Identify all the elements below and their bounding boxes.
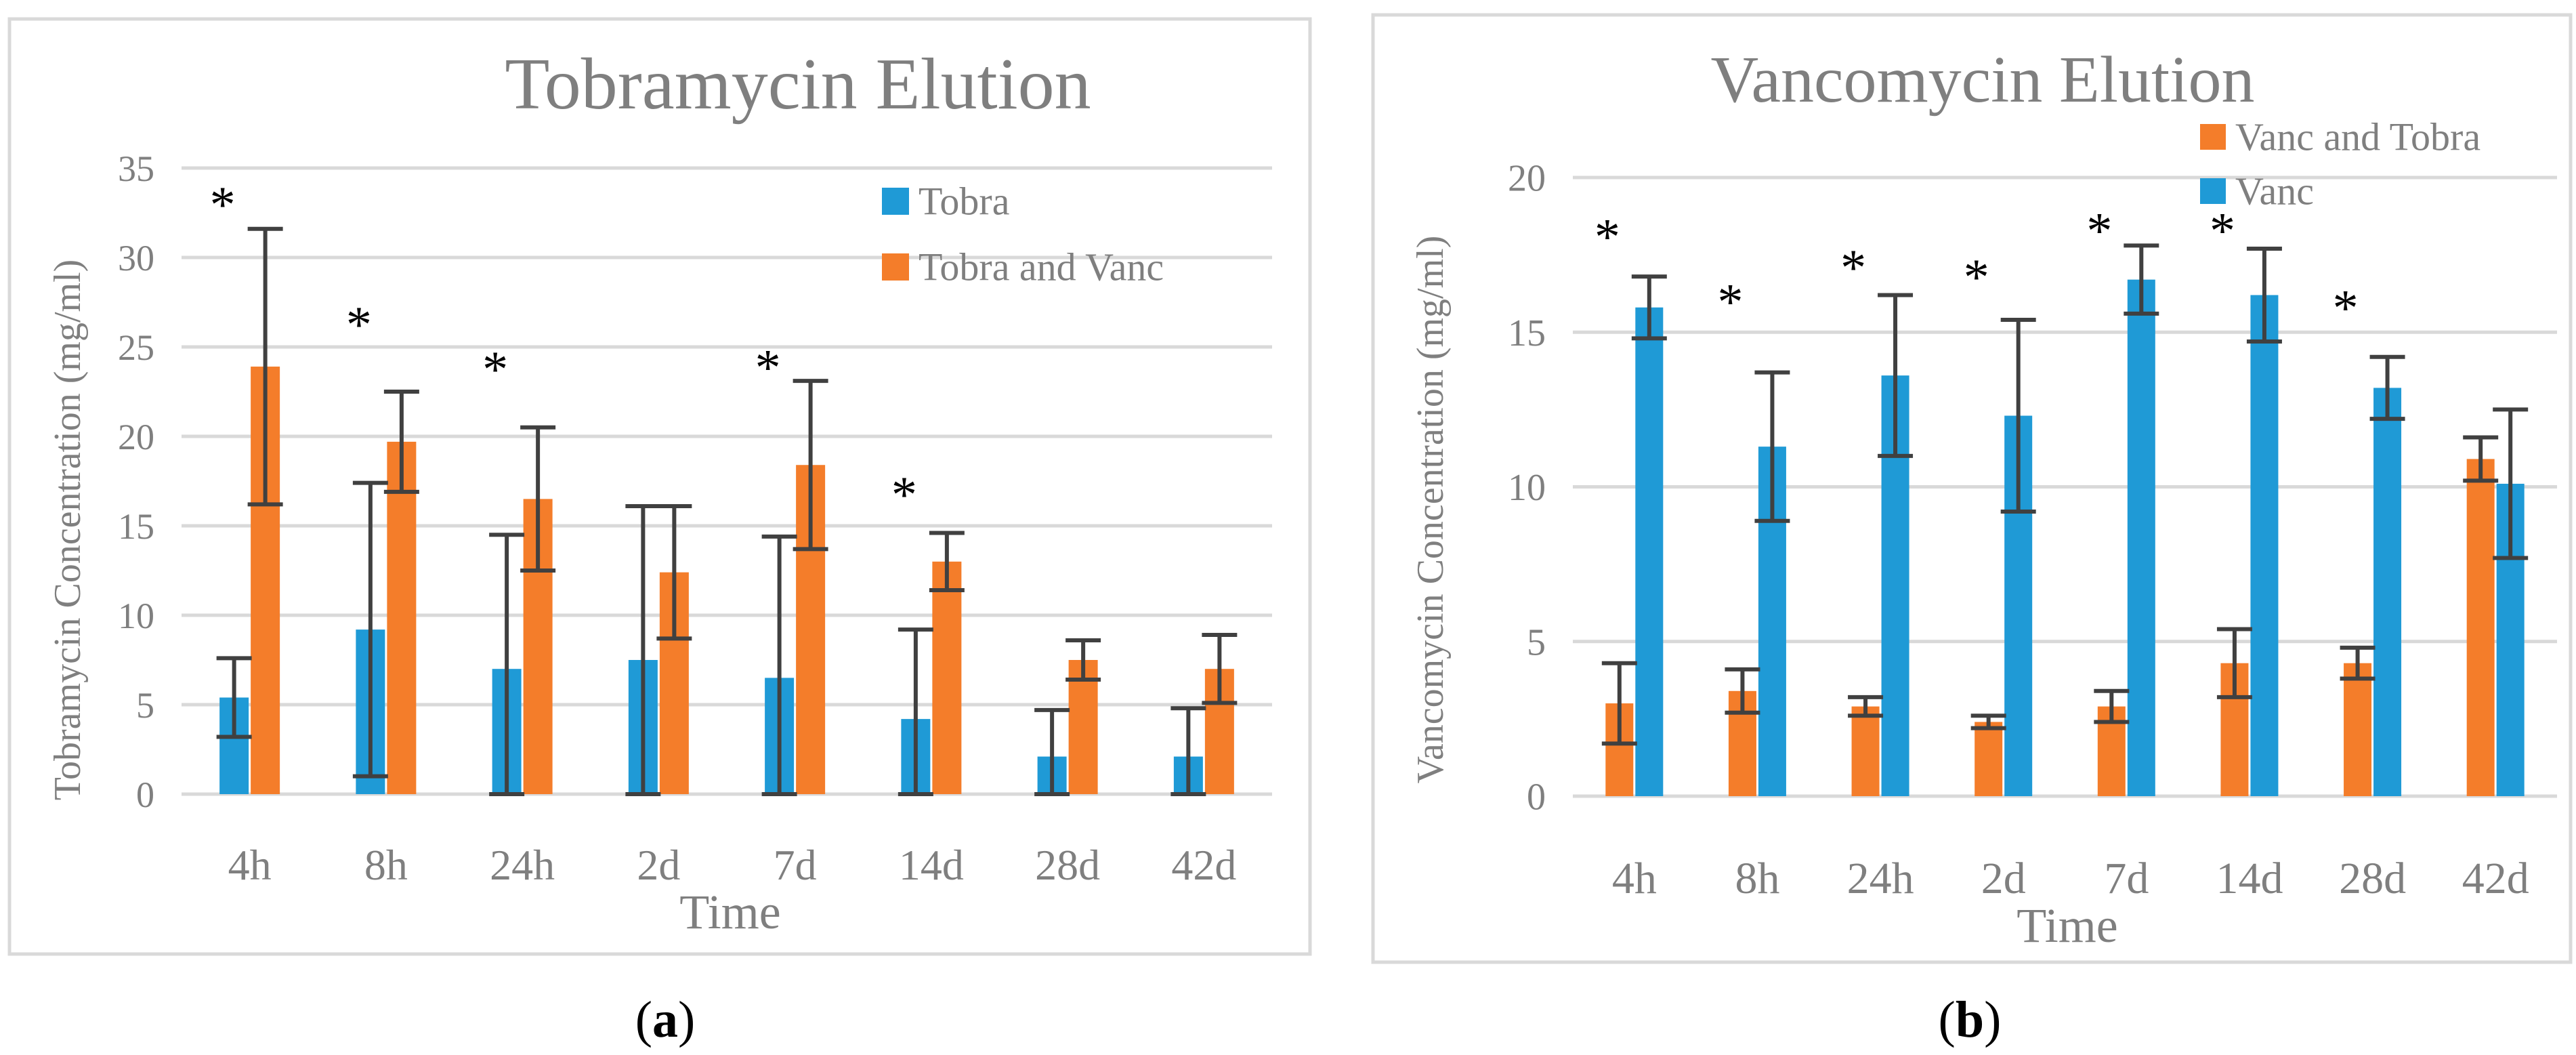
chart-a-panel-letter: a (652, 991, 678, 1048)
chart-b-legend-label: Vanc (2235, 169, 2314, 213)
chart-a-panel-label: (a) (635, 991, 696, 1048)
chart-b-significance-star: * (2210, 203, 2235, 260)
chart-b-x-tick-label: 2d (1981, 854, 2026, 903)
chart-b-y-tick-label: 0 (1527, 777, 1546, 819)
chart-b-y-tick-label: 5 (1527, 621, 1546, 663)
chart-b-error-bars (1601, 243, 2529, 746)
chart-a-y-tick-labels: 0 5 10 15 20 25 30 35 (118, 148, 154, 815)
chart-a-y-axis-label: Tobramycin Concentration (mg/ml) (47, 260, 89, 801)
chart-a-y-tick-label: 5 (136, 685, 154, 726)
chart-a-y-tick-label: 25 (118, 327, 154, 368)
chart-b-y-tick-labels: 0 5 10 15 20 (1508, 158, 1546, 819)
chart-b-significance-star: * (1595, 209, 1620, 266)
chart-a-x-tick-label: 14d (899, 841, 964, 889)
chart-a-y-tick-label: 15 (118, 506, 154, 547)
chart-a-bar (387, 441, 417, 794)
chart-a-x-tick-label: 4h (228, 841, 272, 889)
chart-b-bar (2127, 279, 2155, 796)
chart-b-bar (1975, 722, 2003, 796)
chart-a-legend-label: Tobra and Vanc (919, 245, 1164, 289)
chart-b-significance-star: * (2333, 280, 2359, 337)
chart-a-x-tick-labels: 4h 8h 24h 2d 7d 14d 28d 42d (228, 841, 1237, 889)
chart-b-x-axis-label: Time (2017, 898, 2117, 953)
chart-b-bar (2466, 459, 2495, 796)
chart-b-significance-markers: * * * * * * * (1595, 203, 2359, 337)
chart-panel-b: * * * * * * * 0 5 10 15 20 4h 8h 24h 2d 7d 14d 28d 42d Va… (1371, 13, 2573, 1048)
chart-b-bar (2344, 663, 2372, 796)
chart-b-y-tick-label: 20 (1508, 158, 1546, 200)
chart-a-y-tick-label: 20 (118, 417, 154, 457)
chart-a-legend-swatch (882, 188, 909, 215)
chart-a-bar (1068, 660, 1098, 794)
chart-a-x-tick-label: 2d (637, 841, 680, 889)
chart-b-y-tick-label: 15 (1508, 312, 1546, 354)
chart-a-significance-markers: * * * * * (210, 177, 917, 524)
chart-panel-a-border (7, 17, 1312, 956)
chart-a-x-tick-label: 7d (774, 841, 817, 889)
chart-b-legend: Vanc and Tobra Vanc (2200, 115, 2480, 213)
chart-b-significance-star: * (1840, 240, 1866, 297)
chart-b-significance-star: * (1717, 274, 1743, 331)
chart-a-y-tick-label: 30 (118, 238, 154, 278)
chart-b-x-tick-label: 14d (2216, 854, 2283, 903)
chart-a-title: Tobramycin Elution (505, 44, 1091, 125)
chart-b-bar (1635, 307, 1664, 797)
chart-a-y-tick-label: 35 (118, 148, 154, 189)
chart-a-legend-label: Tobra (919, 179, 1009, 223)
chart-a-legend: Tobra Tobra and Vanc (882, 179, 1164, 289)
chart-b-x-tick-label: 24h (1847, 854, 1914, 903)
chart-b-x-tick-label: 28d (2339, 854, 2406, 903)
chart-a-bar (932, 561, 962, 794)
chart-a-x-tick-label: 28d (1035, 841, 1100, 889)
chart-a-legend-swatch (882, 253, 909, 281)
chart-b-legend-swatch (2200, 124, 2226, 150)
chart-b-x-tick-label: 42d (2462, 854, 2529, 903)
chart-b-x-tick-labels: 4h 8h 24h 2d 7d 14d 28d 42d (1612, 854, 2529, 903)
chart-b-panel-label: (b) (1939, 991, 2002, 1048)
chart-b-significance-star: * (1964, 249, 1989, 306)
chart-a-y-tick-label: 0 (136, 774, 154, 815)
chart-b-legend-label: Vanc and Tobra (2235, 115, 2480, 159)
chart-b-bar (1851, 706, 1880, 796)
chart-a-y-tick-label: 10 (118, 596, 154, 636)
chart-a-significance-star: * (346, 296, 372, 353)
chart-b-title: Vancomycin Elution (1711, 43, 2255, 117)
chart-panel-a: * * * * * 0 5 10 15 20 25 30 35 4h 8h 24h 2d 7d 14d 28d 42… (7, 17, 1312, 1048)
chart-a-significance-star: * (891, 466, 917, 523)
chart-a-x-tick-label: 8h (364, 841, 408, 889)
chart-b-significance-star: * (2086, 203, 2112, 260)
chart-a-error-bars (216, 226, 1238, 796)
chart-b-bars (1605, 279, 2525, 797)
chart-b-x-tick-label: 8h (1735, 854, 1779, 903)
chart-b-panel-letter: b (1956, 991, 1984, 1048)
chart-b-bar (2373, 388, 2402, 796)
chart-b-x-tick-label: 7d (2104, 854, 2149, 903)
chart-b-x-tick-label: 4h (1612, 854, 1657, 903)
chart-b-y-axis-label: Vancomycin Concentration (mg/ml) (1410, 236, 1452, 784)
chart-a-x-tick-label: 42d (1171, 841, 1236, 889)
chart-a-significance-star: * (755, 339, 781, 396)
chart-a-significance-star: * (482, 341, 508, 398)
chart-a-x-tick-label: 24h (490, 841, 555, 889)
chart-b-y-tick-label: 10 (1508, 467, 1546, 509)
chart-b-legend-swatch (2200, 178, 2226, 204)
chart-a-x-axis-label: Time (679, 885, 780, 939)
chart-b-bar (2250, 295, 2279, 797)
chart-a-significance-star: * (210, 177, 236, 234)
